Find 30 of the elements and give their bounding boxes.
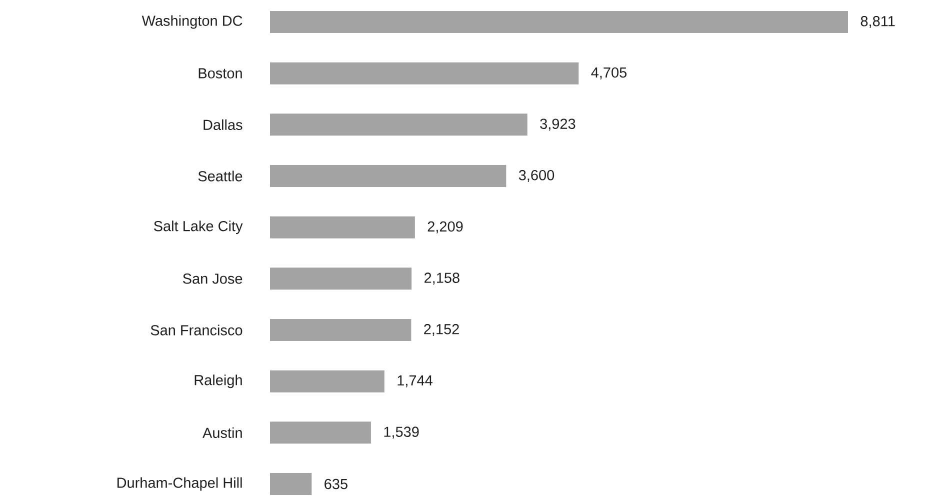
y-tick-label: Boston bbox=[198, 68, 242, 78]
data-label: 3,923 bbox=[540, 118, 576, 131]
bar bbox=[270, 370, 384, 392]
data-label: 4,705 bbox=[591, 67, 627, 80]
data-label: 8,811 bbox=[860, 16, 895, 28]
data-label: 1,744 bbox=[398, 375, 432, 388]
bar bbox=[270, 216, 415, 238]
data-label: 3,600 bbox=[518, 170, 554, 182]
y-tick-label: Dallas bbox=[204, 119, 242, 130]
bar bbox=[270, 422, 371, 444]
data-label: 2,152 bbox=[424, 324, 459, 336]
bar bbox=[270, 62, 579, 84]
y-tick-label: Durham-Chapel Hill bbox=[117, 477, 242, 491]
y-tick-label: San Francisco bbox=[150, 324, 242, 336]
bar bbox=[270, 268, 412, 290]
y-tick-label: Seattle bbox=[198, 170, 242, 182]
y-tick-label: Raleigh bbox=[194, 374, 242, 388]
y-tick-label: Salt Lake City bbox=[154, 220, 243, 234]
bar bbox=[270, 114, 528, 136]
bar bbox=[270, 11, 848, 34]
bar bbox=[270, 473, 312, 496]
bar bbox=[270, 319, 412, 342]
data-label: 2,209 bbox=[428, 221, 463, 234]
y-tick-label: Washington DC bbox=[142, 15, 242, 29]
bar bbox=[270, 165, 506, 188]
data-label: 635 bbox=[324, 478, 348, 490]
y-tick-label: Austin bbox=[202, 427, 242, 438]
y-tick-label: San Jose bbox=[183, 274, 242, 284]
data-label: 2,158 bbox=[424, 272, 460, 285]
data-label: 1,539 bbox=[384, 426, 419, 439]
